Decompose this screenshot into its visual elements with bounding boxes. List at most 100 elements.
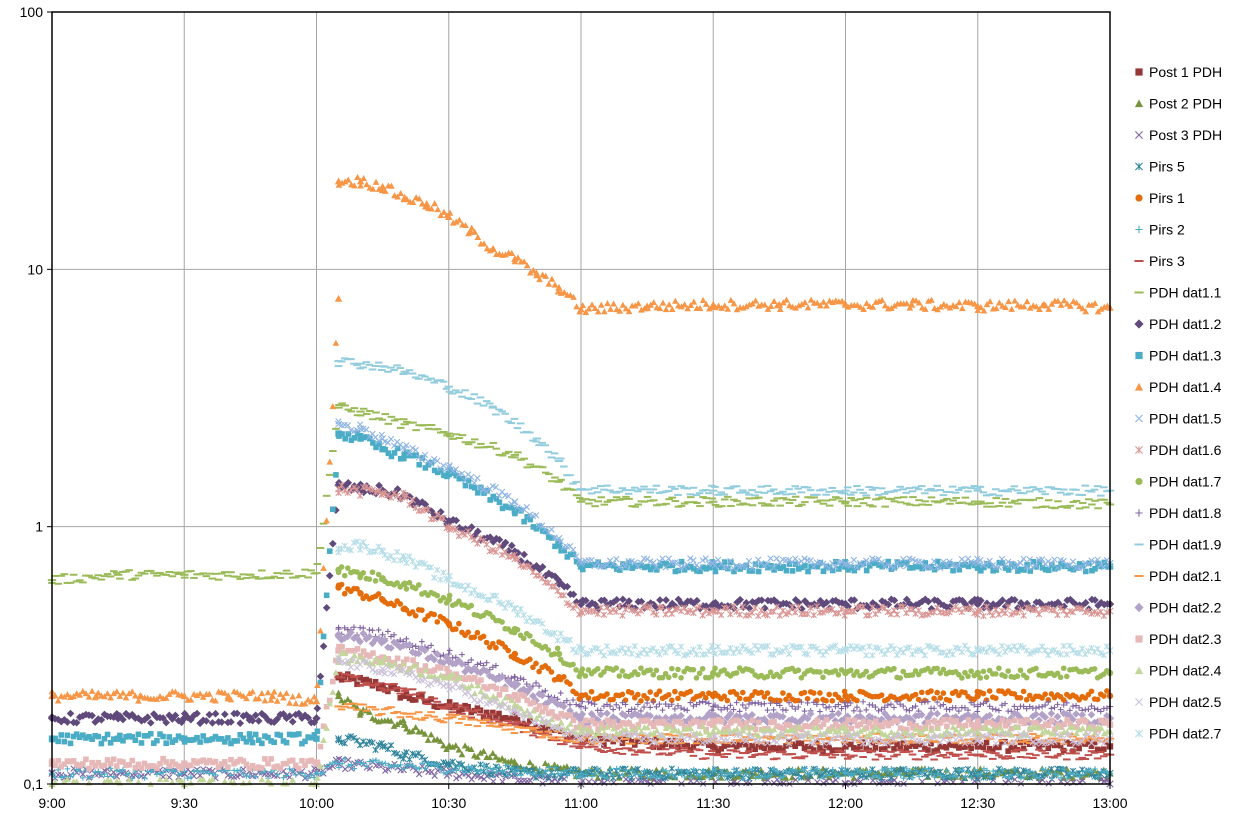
data-point [406,756,413,763]
data-point [850,556,858,564]
data-point [802,765,808,772]
data-point [351,765,358,772]
data-point [283,739,290,746]
data-point [492,534,501,543]
data-point [434,592,441,599]
data-point [945,751,954,754]
data-point [970,500,979,503]
data-point [755,612,762,620]
data-point [954,488,963,491]
data-point [637,749,645,752]
data-point [770,499,778,502]
data-point [1013,489,1022,492]
data-point [514,777,522,784]
data-point [856,750,864,753]
data-point [366,678,373,684]
data-point [601,742,607,748]
data-point [387,435,395,443]
data-point [298,574,306,577]
data-point [724,697,731,704]
data-point [499,619,505,625]
data-point [129,775,136,782]
data-point [67,740,74,747]
data-point [517,722,524,728]
data-point [197,739,203,745]
data-point [233,773,241,780]
data-point [567,681,573,687]
data-point [211,572,220,575]
data-point [804,776,812,784]
data-point [251,711,260,720]
data-point [749,742,755,749]
data-point [915,741,922,748]
data-point [896,748,904,751]
data-point [647,704,654,711]
data-point [412,446,419,454]
data-point [289,693,296,700]
data-point [801,745,808,752]
data-point [1060,665,1067,672]
data-point [360,175,367,182]
data-point [326,764,333,772]
data-point [285,712,294,720]
data-point [712,568,719,575]
data-point [106,575,115,578]
data-point [538,466,547,469]
data-point [1084,754,1093,757]
data-point [915,696,922,703]
data-point [343,680,352,683]
data-point [854,697,860,704]
data-point [461,441,470,444]
data-point [968,745,974,752]
data-point [146,569,155,572]
data-point [573,690,579,697]
data-point [486,533,494,542]
data-point [409,421,417,424]
data-point [931,705,937,712]
data-point [604,735,610,742]
data-point [845,770,851,777]
data-point [530,664,536,671]
data-point [1033,705,1039,711]
data-point [159,714,167,722]
data-point [340,673,349,676]
data-point [258,689,266,697]
data-point [768,772,774,779]
data-point [55,767,61,773]
data-point [51,574,59,577]
data-point [496,499,503,506]
data-point [527,633,533,639]
data-point [254,577,263,580]
data-point [903,609,910,617]
data-point [819,609,827,616]
data-point [842,769,848,775]
data-point [1095,773,1101,780]
data-point [359,683,368,686]
data-point [996,744,1002,751]
data-point [486,754,494,761]
data-point [807,743,814,750]
data-point [570,661,576,668]
data-point [443,618,450,624]
data-point [1076,745,1082,752]
data-point [681,742,687,749]
data-point [560,465,568,468]
data-point [88,687,96,694]
data-point [187,769,195,776]
data-point [1082,768,1089,774]
data-point [1017,695,1024,701]
data-point [1020,745,1027,752]
data-point [797,491,806,494]
data-point [527,777,534,784]
data-point [1052,771,1058,777]
data-point [85,574,93,577]
data-point [786,769,793,775]
data-point [646,491,655,494]
data-point [1036,743,1042,750]
data-point [782,774,790,781]
data-point [539,575,546,582]
data-point [955,708,962,714]
data-point [205,710,214,719]
data-point [480,747,487,754]
data-point [510,417,519,420]
